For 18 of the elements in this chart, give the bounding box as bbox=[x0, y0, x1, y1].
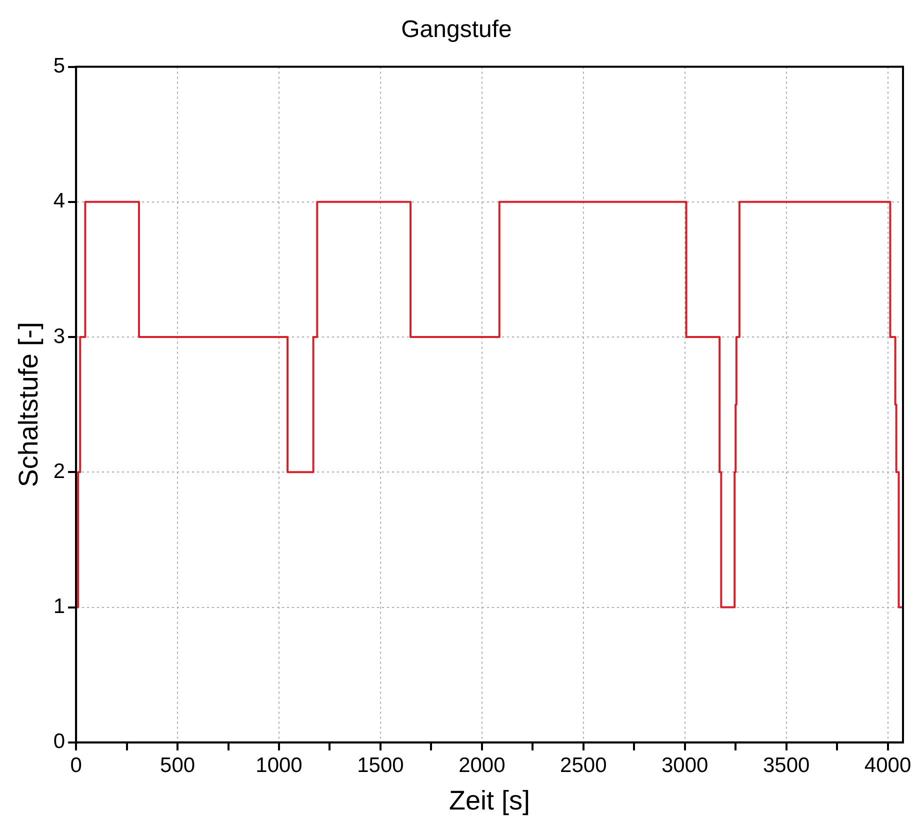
y-axis-title: Schaltstufe [-] bbox=[14, 322, 44, 488]
chart-title: Gangstufe bbox=[401, 16, 512, 44]
x-tick-label: 4000 bbox=[864, 754, 912, 777]
x-tick-label: 0 bbox=[70, 754, 82, 777]
x-tick-label: 1000 bbox=[256, 754, 302, 777]
y-tick-label: 0 bbox=[53, 730, 66, 754]
x-tick-label: 2500 bbox=[560, 754, 607, 777]
y-tick-label: 2 bbox=[53, 460, 66, 483]
y-tick-label: 3 bbox=[53, 324, 66, 348]
x-tick-label: 3500 bbox=[762, 754, 810, 777]
x-axis-title: Zeit [s] bbox=[449, 785, 530, 816]
x-tick-label: 3000 bbox=[661, 754, 708, 777]
x-tick-label: 500 bbox=[160, 754, 196, 777]
x-tick-label: 1500 bbox=[357, 754, 404, 777]
x-tick-label: 2000 bbox=[458, 754, 506, 777]
y-tick-label: 4 bbox=[53, 190, 66, 213]
y-tick-label: 1 bbox=[53, 595, 66, 618]
y-tick-label: 5 bbox=[53, 54, 66, 78]
